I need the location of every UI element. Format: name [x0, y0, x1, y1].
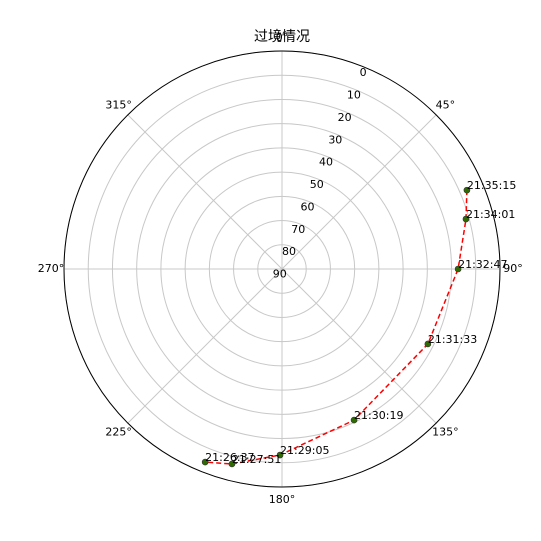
point [228, 460, 236, 468]
point-label: 21:27:51 [232, 453, 281, 466]
grid-spoke [127, 114, 283, 270]
r-tick-label: 20 [338, 111, 352, 124]
point [462, 215, 470, 223]
grid-spoke [281, 114, 437, 270]
r-tick-label: 40 [319, 156, 333, 169]
point [276, 451, 284, 459]
point [201, 458, 209, 466]
theta-tick-label: 315° [105, 99, 132, 112]
theta-tick-label: 135° [432, 425, 459, 438]
point [350, 416, 358, 424]
r-tick-label: 70 [291, 223, 305, 236]
point-label: 21:34:01 [466, 208, 515, 221]
point [424, 340, 432, 348]
point-label: 21:26:37 [205, 451, 254, 464]
point-label: 21:31:33 [428, 333, 477, 346]
r-tick-label: 90 [273, 268, 287, 281]
grid-spoke [127, 268, 283, 424]
point [454, 265, 462, 273]
r-tick-label: 10 [347, 89, 361, 102]
point-label: 21:32:47 [458, 258, 507, 271]
theta-tick-label: 270° [38, 262, 65, 275]
r-tick-label: 60 [301, 200, 315, 213]
point-label: 21:35:15 [467, 179, 516, 192]
point-label: 21:29:05 [280, 444, 329, 457]
theta-tick-label: 90° [503, 262, 523, 275]
theta-tick-label: 0° [276, 31, 289, 44]
chart-title: 过境情况 [254, 29, 310, 45]
point [463, 186, 471, 194]
theta-tick-label: 225° [105, 425, 132, 438]
r-tick-label: 30 [328, 133, 342, 146]
point-label: 21:30:19 [354, 409, 403, 422]
r-tick-label: 50 [310, 178, 324, 191]
r-tick-label: 80 [282, 245, 296, 258]
r-tick-label: 0 [360, 66, 367, 79]
grid-spoke [281, 268, 437, 424]
theta-tick-label: 180° [269, 493, 296, 506]
polar-frame [63, 50, 501, 488]
theta-tick-label: 45° [436, 99, 456, 112]
